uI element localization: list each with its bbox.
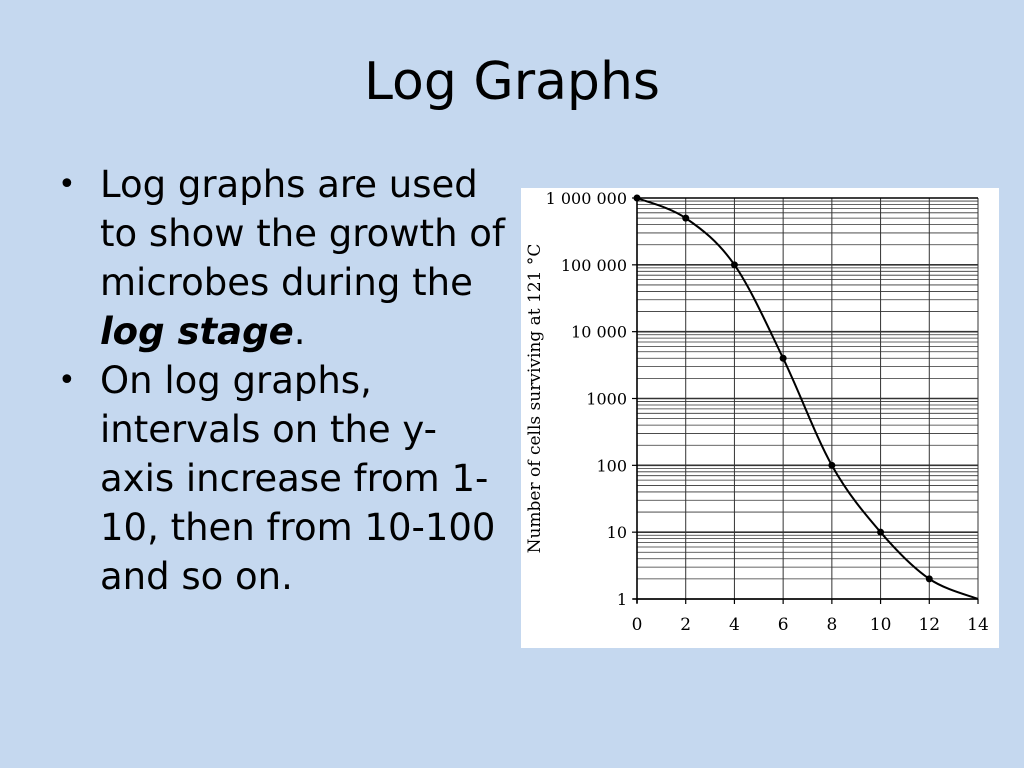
y-tick-label: 100	[596, 456, 627, 475]
data-point	[633, 194, 641, 202]
bullet-1-text: Log graphs are used to show the growth o…	[100, 163, 505, 304]
x-tick-label: 2	[680, 615, 691, 635]
bullet-item-2: • On log graphs, intervals on the y-axis…	[58, 356, 508, 601]
bullet-dot: •	[58, 167, 76, 202]
slide-title: Log Graphs	[363, 52, 660, 112]
x-tick-label: 8	[826, 615, 837, 635]
bullet-2-text: On log graphs, intervals on the y-axis i…	[100, 359, 496, 598]
bullet-1-after: .	[293, 310, 306, 353]
data-point	[828, 461, 836, 469]
data-point	[779, 354, 787, 362]
data-point	[730, 261, 738, 269]
y-tick-label: 1000	[586, 390, 627, 409]
y-tick-label: 100 000	[561, 256, 627, 275]
x-tick-label: 0	[632, 615, 643, 635]
data-point	[925, 575, 933, 583]
y-axis-label: Number of cells surviving at 121 °C	[525, 244, 545, 554]
grid-lines	[636, 198, 979, 600]
chart-panel: 0 2 4 6 8 10 12 14 1 10 100 1000 10 000 100 000 1 000 …	[521, 188, 999, 648]
x-tick-label: 10	[870, 615, 892, 635]
x-tick-label: 14	[967, 615, 989, 635]
bullet-dot: •	[58, 363, 76, 398]
y-tick-label: 10	[607, 523, 627, 542]
y-tick-label: 1	[617, 590, 627, 609]
bullet-item-1: • Log graphs are used to show the growth…	[58, 160, 508, 356]
log-chart: 0 2 4 6 8 10 12 14 1 10 100 1000 10 000 100 000 1 000 …	[525, 189, 989, 635]
x-tick-label: 4	[729, 615, 740, 635]
y-tick-label: 10 000	[571, 323, 627, 342]
y-tick-label: 1 000 000	[546, 189, 627, 208]
x-tick-label: 6	[778, 615, 789, 635]
x-tick-label: 12	[918, 615, 940, 635]
bullet-list: • Log graphs are used to show the growth…	[58, 160, 508, 601]
data-point	[682, 214, 690, 222]
bullet-1-emphasis: log stage	[100, 310, 294, 353]
data-point	[877, 528, 885, 536]
series-line	[636, 197, 979, 600]
